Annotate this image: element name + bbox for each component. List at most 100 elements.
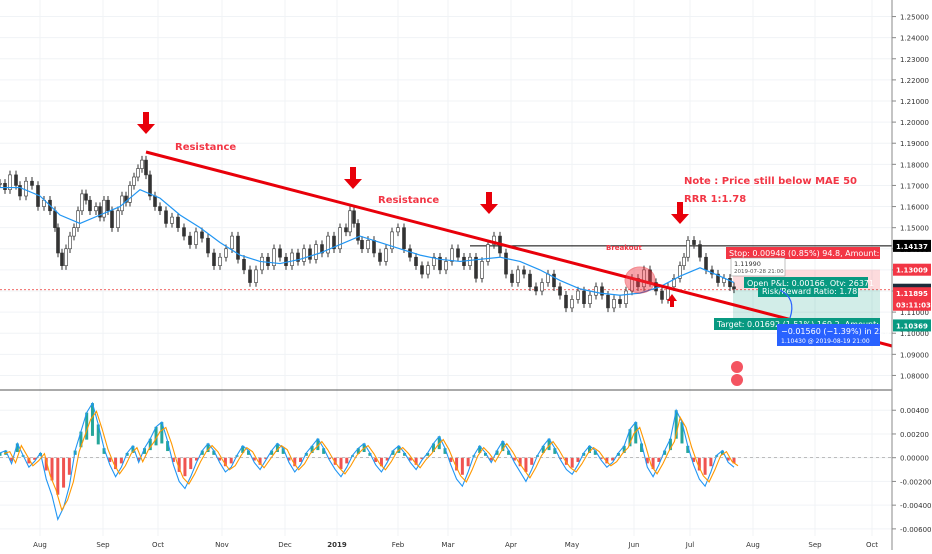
histogram-bar [686,445,690,453]
time-axis[interactable]: Aug Sep Oct Nov Dec 2019 Feb Mar Apr May Jun Jul Aug… [33,541,878,549]
candle-body [84,193,88,201]
annotation-text: Resistance [378,195,439,206]
projection-sub: 1.10430 @ 2019-08-19 21:00 [781,338,870,345]
histogram-bar [524,457,528,472]
histogram-bar [501,441,505,452]
time-tick-label: May [565,541,579,549]
time-tick-label: Aug [746,541,760,549]
oscillator-axis[interactable]: 0.00400 0.00200 0.00000 -0.00200 -0.00400 -0.… [892,407,931,534]
histogram-bar [559,457,563,460]
tooltip-box [730,257,786,277]
candle-body [106,199,110,212]
osc-tick-label: 0.00400 [900,407,929,415]
histogram-bar [206,443,210,452]
down-arrow-icon [480,192,498,214]
horizontal-level-line[interactable] [0,245,892,291]
price-series [0,155,736,313]
candle-body [14,174,18,186]
histogram-bar [541,445,545,453]
price-badge-label: 1.14137 [896,243,928,251]
candle-body [64,248,68,266]
histogram-bar [90,403,94,436]
histogram-bar [408,457,412,461]
histogram-bar [33,457,37,460]
histogram-bar [62,457,66,488]
histogram-bar [270,450,274,455]
price-badge [893,263,931,276]
breakout-highlight [624,266,656,294]
candle-body [153,195,157,207]
candle-body [338,227,342,250]
ma-50-line [0,186,735,296]
histogram-bar [431,443,435,452]
price-tick-label: 1.11000 [900,309,929,317]
histogram-bar [732,457,736,464]
histogram-bar [44,457,48,471]
histogram-bar [616,452,620,456]
candle-body [480,261,484,279]
candle-body [128,185,132,203]
histogram-bar [264,457,268,460]
price-tick-label: 1.21000 [900,98,929,106]
candle-body [408,248,412,258]
time-tick-label: Apr [505,541,517,549]
pnl-label: Open P&L: 0.00166, Qty: 26371 [747,279,874,288]
price-tick-label: 1.23000 [900,56,929,64]
histogram-bar [327,457,331,460]
histogram-bar [339,457,343,470]
candle-body [654,282,658,292]
candle-body [366,240,370,250]
histogram-bar [154,426,158,446]
histogram-bar [640,443,644,452]
histogram-bar [663,450,667,455]
price-badge [893,239,931,252]
candle-body [540,282,544,292]
candle-body [624,290,628,304]
histogram-bar [443,448,447,454]
candle-body [224,248,228,258]
candle-body [360,240,364,250]
histogram-bar [212,450,216,455]
price-badge [893,298,931,311]
histogram-bar [85,412,89,440]
candle-body [414,256,418,266]
candle-body [704,256,708,271]
histogram-bar [229,457,233,464]
time-tick-label: Jul [685,541,695,549]
histogram-bar [102,448,106,454]
histogram-bar [0,452,2,456]
histogram-bar [599,457,603,460]
histogram-bar [605,457,609,464]
histogram-bar [512,457,516,461]
histogram-bar [223,457,227,467]
projection-arrow [779,289,793,319]
candle-body [510,273,514,283]
histogram-bar [466,457,470,467]
candle-body [426,265,430,275]
price-tick-label: 1.19000 [900,140,929,148]
candle-body [132,176,136,186]
histogram-bar [148,438,152,451]
price-badge [893,319,931,332]
candle-body [588,294,592,304]
price-badge-label: 1.13009 [896,267,928,275]
histogram-bar [241,445,245,453]
candle-body [18,185,22,197]
candle-body [110,210,114,228]
oscillator-line [0,401,735,522]
histogram-bar [651,457,655,470]
resistance-trendline[interactable] [145,150,893,348]
event-marker-icon [731,374,743,386]
candle-body [396,227,400,233]
histogram-bar [131,445,135,453]
histogram-bar [397,445,401,453]
candle-body [212,252,216,266]
candle-body [8,174,12,190]
histogram-bar [495,450,499,455]
candle-body [528,273,532,288]
histogram-bar [697,457,701,471]
time-tick-label: Aug [33,541,47,549]
histogram-bar [119,457,123,464]
